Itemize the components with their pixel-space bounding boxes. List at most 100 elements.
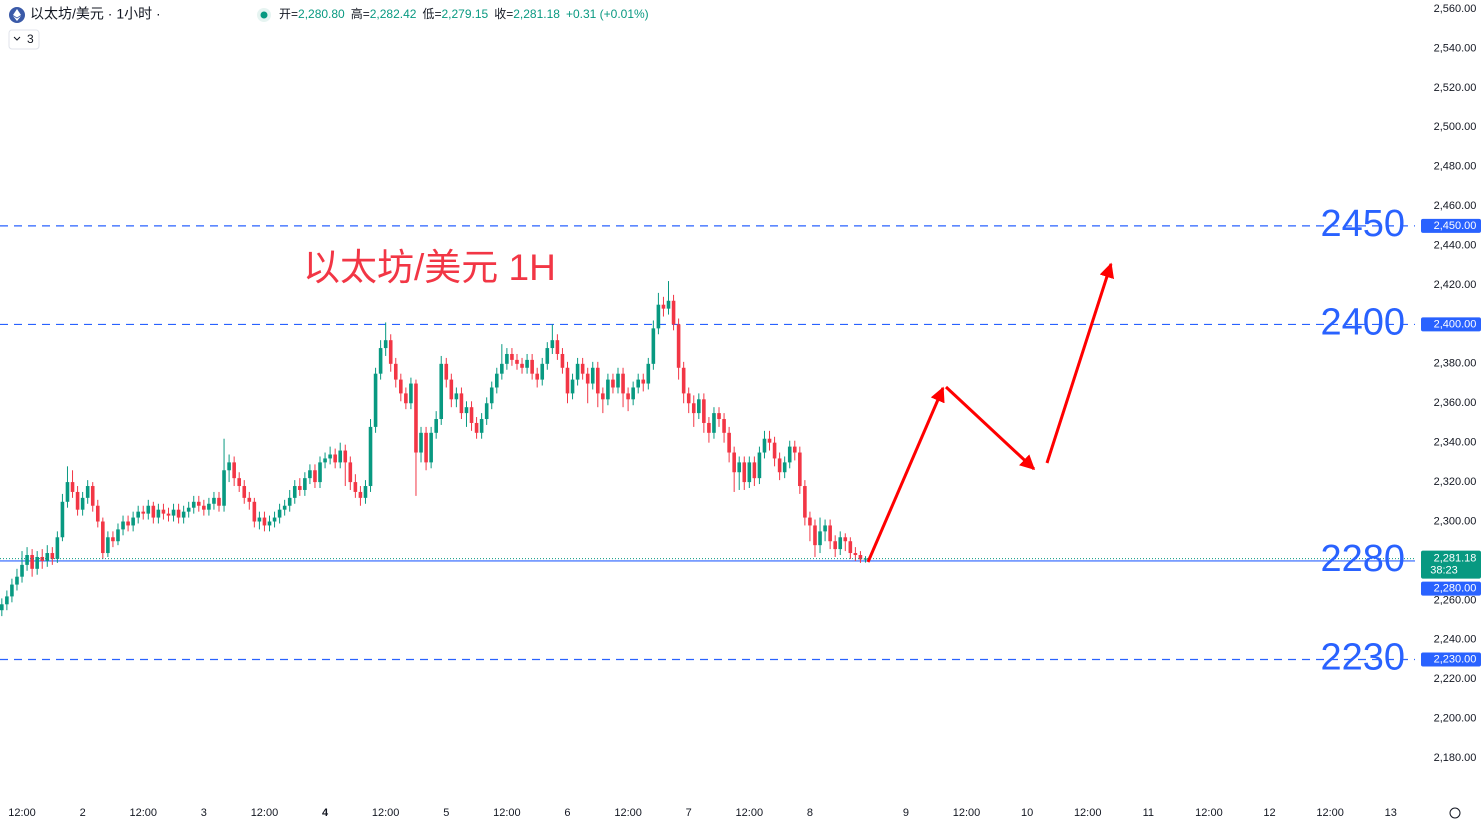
candle-body bbox=[136, 511, 140, 518]
candle-body bbox=[404, 393, 408, 404]
candle-body bbox=[535, 373, 539, 380]
candle-body bbox=[176, 509, 181, 518]
y-tick-label: 2,480.00 bbox=[1434, 161, 1477, 173]
candle-body bbox=[585, 373, 590, 384]
candle-body bbox=[651, 328, 656, 364]
candle-body bbox=[232, 462, 236, 479]
candle-body bbox=[641, 379, 646, 384]
chevron bbox=[13, 36, 21, 41]
arrow bbox=[866, 386, 945, 563]
candle-body bbox=[247, 497, 252, 502]
candle-body bbox=[727, 432, 731, 453]
x-tick-label: 13 bbox=[1385, 807, 1397, 819]
y-tick-label: 2,340.00 bbox=[1434, 437, 1477, 449]
candle-body bbox=[515, 359, 519, 364]
candle-body bbox=[611, 379, 615, 388]
x-tick-label: 5 bbox=[443, 807, 449, 819]
candle-body bbox=[494, 373, 499, 388]
symbol-title: 以太坊/美元 · 1小时 · bbox=[30, 6, 161, 22]
candle-body bbox=[227, 462, 231, 471]
x-tick-label: 12:00 bbox=[493, 807, 521, 819]
candle-body bbox=[318, 462, 322, 483]
candle-body bbox=[601, 393, 605, 400]
candle-body bbox=[65, 482, 70, 502]
candle-body bbox=[818, 531, 822, 546]
candle-body bbox=[606, 379, 610, 400]
x-tick-label: 12:00 bbox=[8, 807, 36, 819]
x-tick-label: 4 bbox=[322, 807, 329, 819]
candle-body bbox=[5, 596, 9, 605]
candle-body bbox=[717, 413, 721, 420]
candle-body bbox=[10, 584, 14, 597]
indicator-toggle[interactable] bbox=[8, 29, 40, 50]
candle-body bbox=[212, 497, 216, 504]
symbol-icon bbox=[13, 9, 21, 21]
candle-body bbox=[500, 363, 504, 374]
candle-body bbox=[20, 564, 24, 577]
candle-body bbox=[570, 379, 575, 394]
candle-body bbox=[636, 379, 641, 388]
x-tick-label: 12 bbox=[1263, 807, 1275, 819]
candle-body bbox=[782, 462, 787, 473]
y-tick-label: 2,360.00 bbox=[1434, 397, 1477, 409]
candle-body bbox=[282, 505, 287, 510]
ohlc-label: 开= bbox=[279, 7, 298, 21]
candle-body bbox=[626, 393, 630, 400]
x-tick-label: 12:00 bbox=[1316, 807, 1344, 819]
y-tick-label: 2,220.00 bbox=[1434, 673, 1477, 685]
candle-body bbox=[111, 537, 115, 542]
candle-body bbox=[707, 422, 711, 433]
candle-body bbox=[202, 505, 206, 510]
candle-body bbox=[161, 509, 166, 514]
candle-body bbox=[808, 517, 812, 526]
candle-body bbox=[121, 521, 125, 530]
annotation: 以太坊/美元 1H bbox=[303, 247, 556, 288]
candle-body bbox=[681, 367, 686, 394]
candle-body bbox=[419, 432, 423, 453]
candle-body bbox=[550, 340, 555, 349]
x-tick-label: 12:00 bbox=[1195, 807, 1223, 819]
candle-body bbox=[590, 367, 595, 384]
x-tick-label: 6 bbox=[564, 807, 570, 819]
candle-body bbox=[833, 541, 837, 550]
ohlc-value: 2,279.15 bbox=[441, 7, 488, 21]
candle-body bbox=[242, 486, 247, 498]
candle-body bbox=[424, 432, 428, 463]
candle-body bbox=[722, 419, 726, 433]
candle-body bbox=[272, 517, 277, 522]
x-tick-label: 9 bbox=[903, 807, 909, 819]
indicator-count: 3 bbox=[27, 32, 34, 46]
candle-body bbox=[444, 363, 449, 380]
settings-icon[interactable] bbox=[1449, 807, 1461, 819]
status-dot bbox=[260, 11, 268, 19]
candle-body bbox=[166, 513, 171, 516]
x-tick-label: 8 bbox=[807, 807, 813, 819]
candle-body bbox=[828, 525, 832, 542]
arrow bbox=[944, 385, 1036, 471]
candle-body bbox=[55, 537, 60, 559]
candle-body bbox=[368, 426, 373, 487]
candle-body bbox=[409, 383, 413, 404]
candle-body bbox=[858, 555, 863, 560]
ohlc-value: 2,280.80 bbox=[298, 7, 345, 21]
candle-body bbox=[777, 458, 782, 473]
candle-body bbox=[505, 353, 509, 364]
y-tick-label: 2,420.00 bbox=[1434, 279, 1477, 291]
forecast-arrows bbox=[866, 262, 1115, 563]
candle-body bbox=[429, 432, 433, 463]
candle-body bbox=[489, 387, 494, 404]
candle-body bbox=[520, 363, 524, 368]
ohlc: 开=2,280.80 高=2,282.42 低=2,279.15 收=2,281.18… bbox=[279, 6, 649, 21]
x-tick-label: 12:00 bbox=[372, 807, 400, 819]
x-tick-label: 12:00 bbox=[129, 807, 157, 819]
candle-body bbox=[343, 450, 348, 463]
x-tick-label: 2 bbox=[80, 807, 86, 819]
candle-body bbox=[787, 446, 792, 463]
candle-body bbox=[697, 399, 701, 414]
candle-body bbox=[0, 604, 4, 611]
x-tick-label: 12:00 bbox=[1074, 807, 1102, 819]
x-tick-label: 12:00 bbox=[953, 807, 981, 819]
level-label: 2400 bbox=[1320, 301, 1405, 343]
candle-body bbox=[388, 340, 393, 364]
